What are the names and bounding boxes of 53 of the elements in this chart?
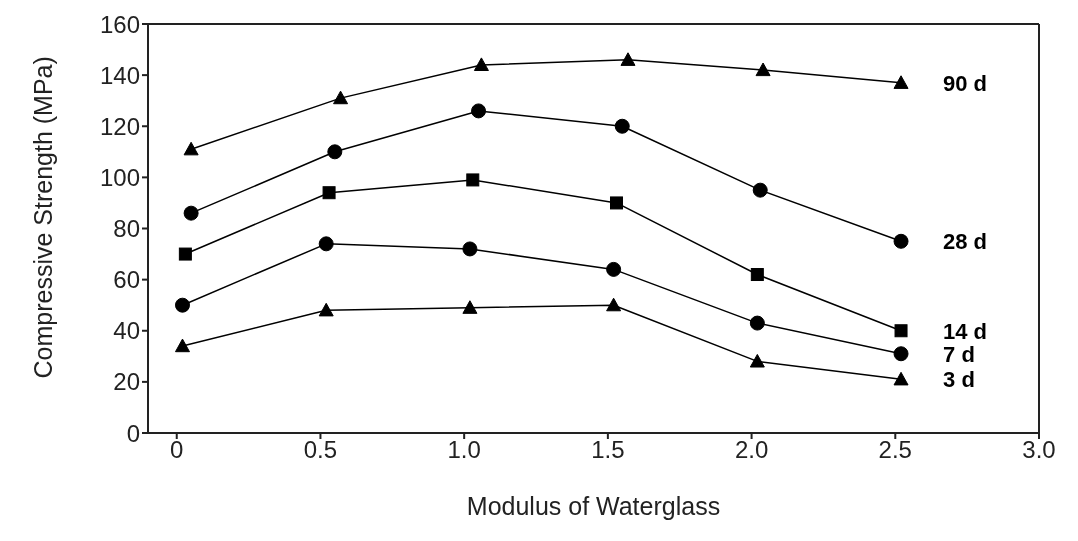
y-tick-label: 160: [99, 10, 140, 38]
point: [462, 241, 478, 257]
point: [318, 236, 334, 252]
point: [749, 315, 765, 331]
point: [466, 173, 480, 187]
y-tick-label: 20: [113, 368, 140, 396]
point: [893, 233, 909, 249]
y-tick-label: 140: [99, 61, 140, 89]
point: [894, 324, 908, 338]
point: [174, 297, 190, 313]
y-tick-label: 40: [113, 317, 140, 345]
point: [755, 62, 771, 77]
point: [620, 52, 636, 66]
y-tick-label: 60: [113, 266, 140, 294]
point: [473, 57, 489, 71]
point: [606, 297, 622, 312]
point: [614, 118, 630, 134]
y-tick-label: 0: [126, 419, 140, 447]
point: [183, 205, 199, 221]
series-label: 90 d: [943, 70, 988, 96]
point: [606, 261, 622, 277]
y-tick-label: 80: [113, 215, 140, 243]
x-axis-title: Modulus of Waterglass: [466, 492, 721, 520]
x-tick-label: 0.5: [303, 436, 338, 464]
x-tick-label: 3.0: [1022, 436, 1056, 464]
point: [318, 302, 334, 317]
point: [183, 141, 199, 156]
point: [893, 371, 909, 386]
point: [893, 346, 909, 362]
point: [322, 186, 336, 200]
point: [462, 300, 478, 314]
series-label: 14 d: [943, 318, 988, 344]
point: [750, 268, 764, 282]
series-label: 3 d: [943, 367, 975, 393]
x-tick-label: 2.0: [734, 436, 769, 464]
point: [471, 103, 487, 119]
point: [178, 247, 192, 261]
point: [174, 338, 190, 353]
y-tick-label: 100: [99, 163, 140, 191]
x-tick-label: 0: [170, 436, 184, 464]
x-tick-label: 1.5: [591, 436, 625, 464]
x-tick-label: 1.0: [447, 436, 481, 464]
x-tick-label: 2.5: [878, 436, 912, 464]
point: [327, 144, 343, 160]
y-axis-title: Compressive Strength (MPa): [28, 56, 57, 379]
series-label: 7 d: [943, 341, 975, 367]
point: [333, 90, 349, 105]
series-label: 28 d: [943, 229, 988, 255]
point: [752, 182, 768, 198]
y-tick-label: 120: [99, 112, 140, 140]
point: [749, 353, 765, 368]
point: [893, 75, 909, 89]
point: [609, 196, 623, 210]
